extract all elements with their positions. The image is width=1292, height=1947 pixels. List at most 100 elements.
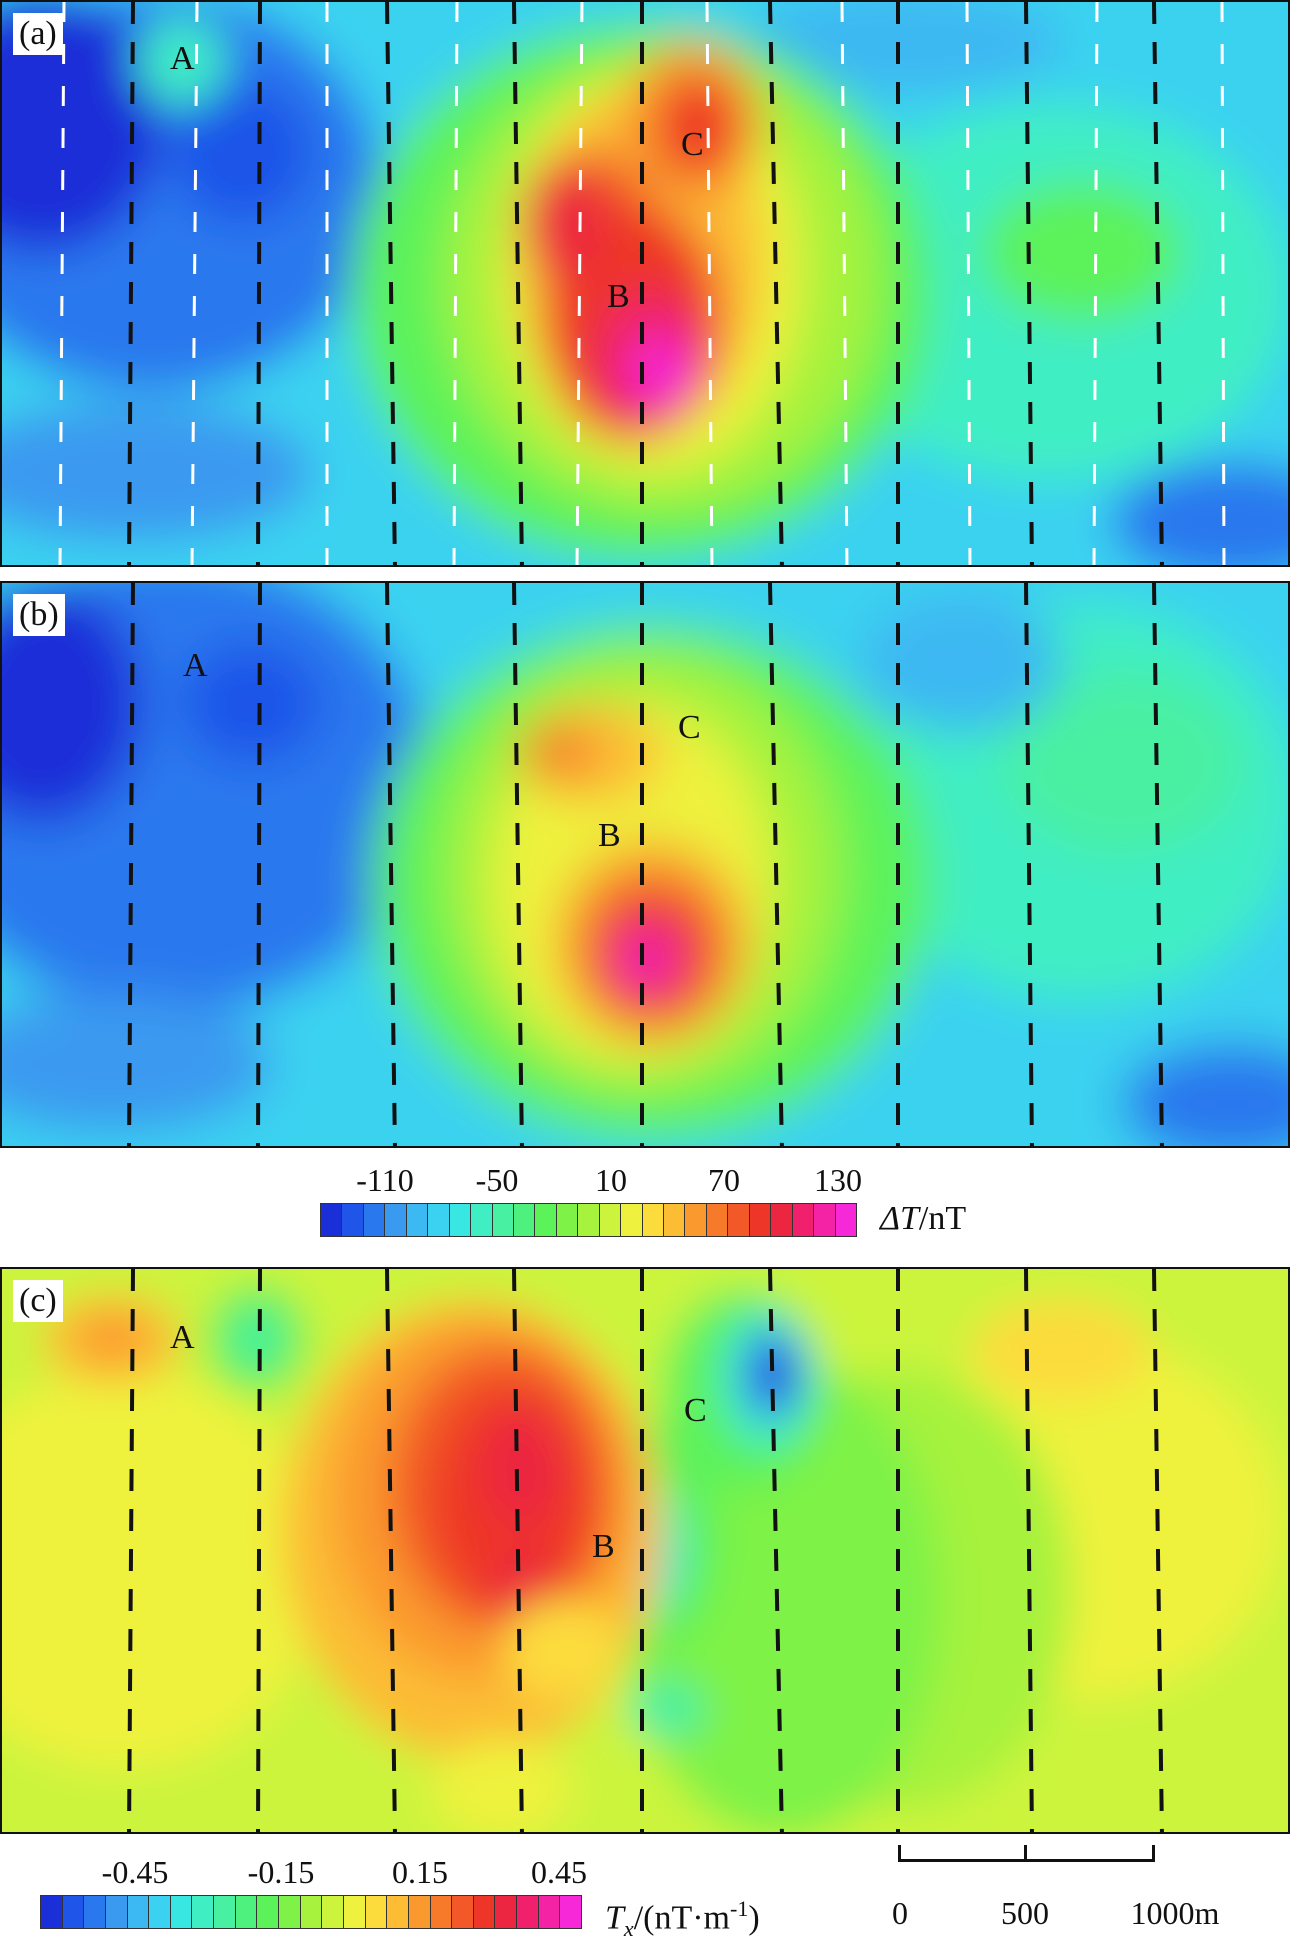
tx-contour-map-c: [2, 1269, 1288, 1832]
colorbar-swatch: [621, 1204, 643, 1236]
colorbar-swatch: [556, 1204, 579, 1236]
anomaly-label-a: A: [170, 1319, 195, 1356]
anomaly-label-a: A: [183, 647, 208, 684]
colorbar-swatch: [706, 1204, 729, 1236]
black-survey-line: [1152, 583, 1164, 1146]
colorbar-swatch: [279, 1896, 301, 1928]
delta-t-contour-map-b: [2, 583, 1288, 1146]
black-survey-line: [1024, 1269, 1034, 1832]
colorbar-swatch: [385, 1204, 407, 1236]
black-survey-line: [127, 2, 135, 565]
colorbar-swatch: [685, 1204, 707, 1236]
black-survey-line: [385, 583, 397, 1146]
map-panel-c: (c) A B C: [0, 1267, 1290, 1834]
unit-subscript: x: [623, 1916, 634, 1942]
map-panel-a: (a) A B C: [0, 0, 1290, 567]
scale-label: 1000m: [1130, 1895, 1220, 1931]
colorbar-swatch: [728, 1204, 750, 1236]
colorbar-swatch: [814, 1204, 836, 1236]
anomaly-label-b: B: [598, 817, 621, 854]
colorbar-swatch: [343, 1896, 366, 1928]
colorbar-swatch: [578, 1204, 600, 1236]
tx-colorbar: [40, 1895, 582, 1929]
white-survey-line: [190, 2, 199, 565]
colorbar-swatch: [257, 1896, 280, 1928]
delta-t-colorbar: [320, 1203, 857, 1237]
colorbar-swatch: [387, 1896, 409, 1928]
panel-label: (c): [13, 1280, 63, 1322]
colorbar-tick: 10: [595, 1162, 627, 1198]
colorbar-tick: 130: [814, 1162, 862, 1198]
colorbar-swatch: [365, 1896, 388, 1928]
black-survey-line: [127, 583, 135, 1146]
white-survey-line: [840, 2, 849, 565]
black-survey-line: [512, 1269, 524, 1832]
colorbar-swatch: [642, 1204, 664, 1236]
colorbar-swatch: [321, 1204, 343, 1236]
colorbar-tick: 70: [708, 1162, 740, 1198]
colorbar-swatch: [408, 1896, 431, 1928]
colorbar-swatch: [473, 1896, 496, 1928]
black-survey-line: [385, 2, 397, 565]
scale-label: 500: [1001, 1895, 1049, 1931]
colorbar-swatch: [235, 1896, 258, 1928]
colorbar-swatch: [452, 1896, 474, 1928]
black-survey-line: [512, 583, 524, 1146]
colorbar-swatch: [149, 1896, 171, 1928]
black-survey-line: [256, 2, 262, 565]
colorbar-tick: -50: [475, 1162, 519, 1198]
black-survey-line: [127, 1269, 135, 1832]
black-survey-line: [512, 2, 524, 565]
white-survey-line: [1220, 2, 1226, 565]
colorbar-tick: -0.15: [247, 1854, 315, 1890]
unit-symbol: ΔT: [880, 1200, 919, 1237]
colorbar-swatch: [771, 1204, 793, 1236]
colorbar-swatch: [430, 1896, 453, 1928]
colorbar-swatch: [300, 1896, 323, 1928]
white-survey-line: [575, 2, 584, 565]
colorbar-swatch: [428, 1204, 450, 1236]
colorbar-swatch: [105, 1896, 128, 1928]
colorbar-swatch: [517, 1896, 539, 1928]
colorbar-unit-label: ΔT/nT: [880, 1201, 966, 1237]
colorbar-tick: 0.45: [531, 1854, 587, 1890]
anomaly-label-b: B: [592, 1528, 615, 1565]
black-survey-line: [768, 1269, 784, 1832]
colorbar-swatch: [406, 1204, 429, 1236]
scale-label: 0: [892, 1895, 908, 1931]
panel-label: (a): [13, 13, 63, 55]
anomaly-label-c: C: [684, 1392, 707, 1429]
delta-t-contour-map-a: [2, 2, 1288, 565]
colorbar-swatch: [322, 1896, 344, 1928]
map-panel-b: (b) A B C: [0, 581, 1290, 1148]
white-survey-line: [1092, 2, 1099, 565]
colorbar-swatch: [170, 1896, 193, 1928]
colorbar-swatch: [835, 1204, 856, 1236]
colorbar-tick: -110: [356, 1162, 414, 1198]
black-survey-line: [768, 2, 784, 565]
colorbar-swatch: [449, 1204, 472, 1236]
colorbar-tick: -0.45: [101, 1854, 169, 1890]
white-survey-line: [965, 2, 972, 565]
colorbar-swatch: [342, 1204, 364, 1236]
anomaly-label-b: B: [607, 278, 630, 315]
colorbar-swatch: [599, 1204, 622, 1236]
colorbar-swatch: [84, 1896, 106, 1928]
colorbar-swatch: [471, 1204, 493, 1236]
white-survey-line: [58, 2, 66, 565]
unit-mid: /(nT·m: [633, 1899, 730, 1937]
colorbar-swatch: [41, 1896, 63, 1928]
black-survey-line: [1024, 583, 1034, 1146]
colorbar-swatch: [538, 1896, 561, 1928]
white-survey-line: [452, 2, 459, 565]
black-survey-line: [1024, 2, 1034, 565]
unit-superscript: -1: [730, 1896, 749, 1921]
colorbar-swatch: [792, 1204, 815, 1236]
white-survey-line: [705, 2, 714, 565]
black-survey-line: [1152, 2, 1164, 565]
colorbar-swatch: [492, 1204, 514, 1236]
unit-end: ): [748, 1899, 760, 1937]
colorbar-swatch: [664, 1204, 686, 1236]
unit-rest: /nT: [918, 1200, 967, 1237]
black-survey-line: [385, 1269, 397, 1832]
